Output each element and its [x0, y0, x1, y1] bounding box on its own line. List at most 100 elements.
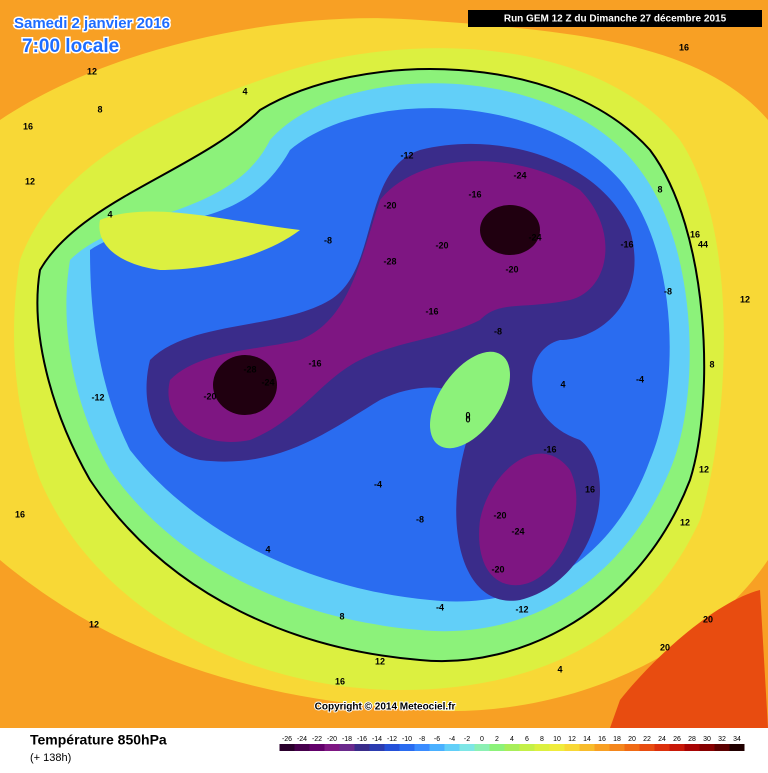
legend-tick-label: -2 [464, 736, 470, 743]
legend-swatch [654, 744, 670, 751]
legend-tick-label: -12 [387, 736, 397, 743]
contour-label: 16 [335, 676, 345, 686]
contour-label: -24 [261, 377, 274, 387]
legend-tick-label: -8 [419, 736, 425, 743]
contour-label: -24 [528, 232, 541, 242]
contour-label: 8 [97, 104, 102, 114]
legend-tick-label: -6 [434, 736, 440, 743]
legend-tick-label: 26 [673, 736, 681, 743]
contour-label: 4 [107, 209, 112, 219]
legend-swatch [609, 744, 625, 751]
legend-swatch [564, 744, 580, 751]
variable-label: Température 850hPa [30, 732, 167, 748]
legend-tick-label: 28 [688, 736, 696, 743]
extreme-core [213, 355, 277, 415]
contour-label: 0 [465, 414, 470, 424]
contour-label: -24 [511, 526, 524, 536]
contour-label: 12 [699, 464, 709, 474]
contour-label: -20 [491, 564, 504, 574]
legend-swatch [534, 744, 550, 751]
contour-label: 12 [375, 656, 385, 666]
contour-label: -4 [436, 602, 444, 612]
legend-swatch [324, 744, 340, 751]
contour-label: -20 [435, 240, 448, 250]
contour-label: 0 [465, 410, 470, 420]
legend-tick-label: 34 [733, 736, 741, 743]
legend-tick-label: -26 [282, 736, 292, 743]
legend-tick-label: 2 [495, 736, 499, 743]
legend-swatch [519, 744, 535, 751]
legend-swatch [339, 744, 355, 751]
legend-tick-label: 8 [540, 736, 544, 743]
legend-swatch [624, 744, 640, 751]
contour-label: -16 [620, 239, 633, 249]
legend-swatch [489, 744, 505, 751]
isotherm [36, 68, 706, 662]
contour-label: 12 [89, 619, 99, 629]
legend-swatch [279, 744, 295, 751]
contour-label: 4 [557, 664, 562, 674]
contour-label: 16 [15, 509, 25, 519]
legend-swatch [669, 744, 685, 751]
contour-label: -16 [308, 358, 321, 368]
legend-tick-label: -16 [357, 736, 367, 743]
legend-tick-label: 20 [628, 736, 636, 743]
legend-swatch [579, 744, 595, 751]
legend-swatch [309, 744, 325, 751]
run-box [468, 10, 762, 27]
contour-label: -16 [543, 444, 556, 454]
legend-swatch [384, 744, 400, 751]
contour-label: -12 [400, 150, 413, 160]
legend-tick-label: 32 [718, 736, 726, 743]
frigid-core [479, 453, 577, 586]
contour-label: 44 [698, 239, 708, 249]
legend-swatch [639, 744, 655, 751]
legend-tick-label: 6 [525, 736, 529, 743]
legend-swatch [594, 744, 610, 751]
legend-tick-label: -20 [327, 736, 337, 743]
contour-label: 20 [703, 614, 713, 624]
contour-label: -20 [505, 264, 518, 274]
contour-label: 12 [740, 294, 750, 304]
legend-swatch [399, 744, 415, 751]
legend-swatch [294, 744, 310, 751]
legend-swatch [684, 744, 700, 751]
contour-label: -16 [468, 189, 481, 199]
contour-label: -28 [383, 256, 396, 266]
legend-tick-label: 18 [613, 736, 621, 743]
legend-tick-label: -10 [402, 736, 412, 743]
contour-label: -24 [513, 170, 526, 180]
legend-tick-label: -4 [449, 736, 455, 743]
contour-label: -16 [425, 306, 438, 316]
contour-label: 8 [657, 184, 662, 194]
legend-tick-label: 4 [510, 736, 514, 743]
contour-label: -4 [636, 374, 644, 384]
time-title: 7:00 locale [22, 36, 119, 57]
legend-tick-label: 12 [568, 736, 576, 743]
contour-label: -8 [416, 514, 424, 524]
contour-label: 16 [690, 229, 700, 239]
legend-swatch [414, 744, 430, 751]
legend-tick-label: 16 [598, 736, 606, 743]
contour-label: 20 [660, 642, 670, 652]
contour-label: -20 [493, 510, 506, 520]
contour-label: -20 [203, 391, 216, 401]
legend-tick-label: 24 [658, 736, 666, 743]
legend-tick-label: -18 [342, 736, 352, 743]
date-title: Samedi 2 janvier 2016 [14, 15, 170, 32]
contour-label: 4 [242, 86, 247, 96]
legend-tick-label: -14 [372, 736, 382, 743]
lead-label: (+ 138h) [30, 752, 71, 764]
contour-label: -8 [664, 286, 672, 296]
contour-label: 8 [339, 611, 344, 621]
legend-swatch [429, 744, 445, 751]
contour-label: 12 [680, 517, 690, 527]
contour-label: -12 [515, 604, 528, 614]
contour-label: 4 [265, 544, 270, 554]
legend-swatch [714, 744, 730, 751]
legend-swatch [729, 744, 745, 751]
contour-label: 16 [679, 42, 689, 52]
legend-tick-label: 14 [583, 736, 591, 743]
legend-tick-label: -24 [297, 736, 307, 743]
